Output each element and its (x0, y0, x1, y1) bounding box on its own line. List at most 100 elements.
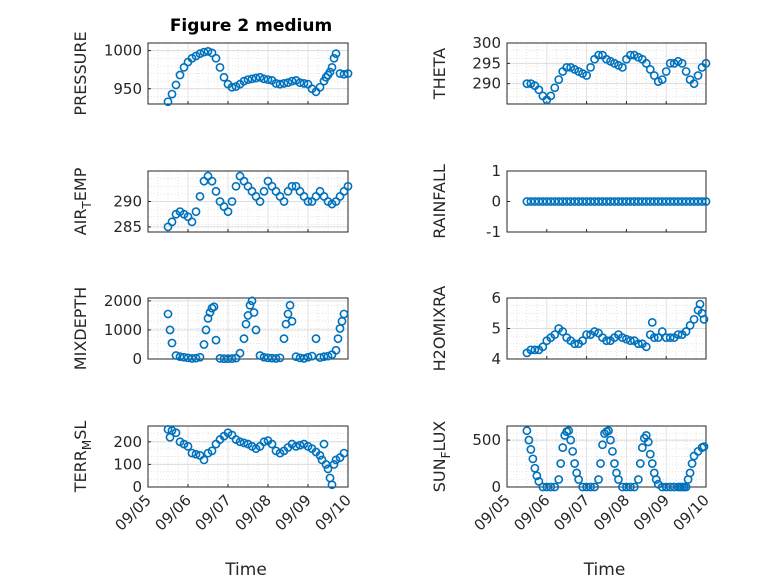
data-point (171, 351, 181, 360)
data-point (295, 440, 305, 450)
data-point (271, 354, 281, 363)
data-point (329, 460, 339, 469)
data-point (586, 63, 595, 72)
data-point (187, 217, 197, 227)
data-point (239, 438, 249, 448)
data-point (227, 354, 237, 363)
series-markers (522, 50, 711, 105)
data-point (699, 442, 709, 452)
data-point (637, 443, 647, 452)
series-markers (522, 299, 709, 358)
data-point (315, 353, 325, 362)
data-point (528, 454, 538, 464)
data-point (227, 82, 237, 92)
y-tick-label: 1000 (104, 321, 142, 339)
data-point (255, 197, 265, 206)
data-point (255, 72, 265, 82)
data-point (331, 345, 341, 355)
data-point (219, 354, 229, 364)
data-point (602, 336, 611, 346)
data-point (604, 426, 613, 436)
data-point (532, 471, 542, 481)
series-markers (522, 426, 709, 492)
data-point (647, 317, 657, 327)
data-point (191, 353, 201, 363)
x-axis-label: Time (224, 560, 267, 580)
y-tick-label: 300 (472, 34, 501, 52)
data-point (207, 446, 217, 456)
data-point (303, 197, 313, 206)
data-point (315, 450, 325, 460)
data-point (219, 72, 229, 82)
data-point (243, 75, 253, 84)
y-tick-label: 290 (113, 193, 142, 211)
data-point (279, 79, 289, 88)
data-point (163, 97, 173, 107)
data-point (295, 78, 305, 88)
series-markers (163, 424, 349, 490)
data-point (681, 67, 691, 76)
data-point (235, 348, 245, 358)
y-tick-label: 1000 (104, 42, 142, 60)
data-point (665, 58, 675, 68)
data-point (199, 455, 209, 465)
x-tick-label: 09/07 (192, 491, 235, 534)
data-point (701, 197, 711, 206)
data-point (550, 83, 560, 93)
x-tick-label: 09/08 (232, 491, 275, 534)
y-tick-label: 2000 (104, 292, 142, 310)
data-point (163, 309, 173, 319)
data-point (183, 441, 193, 451)
data-point (633, 339, 643, 349)
x-tick-label: 09/05 (471, 491, 514, 534)
x-axis-label: Time (583, 560, 626, 580)
data-point (534, 476, 544, 486)
data-point (259, 437, 269, 447)
data-point (187, 354, 197, 363)
subplot-h2omixra: 4 5 6 H2OMIXRA (430, 286, 709, 372)
data-point (622, 334, 631, 344)
data-point (247, 296, 257, 306)
x-tick-label: 09/09 (630, 491, 673, 534)
data-point (183, 353, 193, 363)
subplot-pressure: 950 1000 PRESSURE (71, 31, 353, 116)
data-point (534, 85, 544, 95)
data-point (199, 340, 209, 349)
data-point (311, 334, 321, 344)
data-point (574, 475, 584, 484)
data-point (223, 354, 233, 364)
data-point (641, 58, 651, 68)
subplot-mixdepth: 0 1000 2000 MIXDEPTH (71, 287, 349, 370)
y-tick-label: 950 (113, 80, 142, 98)
data-point (167, 338, 177, 348)
data-point (596, 459, 605, 468)
data-point (201, 325, 211, 335)
data-point (566, 435, 576, 445)
axes-box (147, 297, 349, 360)
data-point (267, 439, 277, 449)
data-point (195, 49, 205, 59)
data-point (614, 475, 623, 484)
data-point (283, 78, 293, 88)
data-point (568, 446, 578, 456)
data-point (339, 69, 349, 79)
data-point (205, 308, 215, 317)
grid (506, 297, 707, 360)
data-point (558, 327, 568, 336)
data-point (211, 335, 221, 345)
y-tick-label: 6 (491, 289, 501, 307)
subplot-airtemp: 285 290 AIRTEMP (71, 167, 353, 236)
y-axis-label: H2OMIXRA (430, 286, 449, 372)
y-tick-label: 290 (472, 75, 501, 93)
data-point (287, 76, 297, 86)
data-point (582, 71, 591, 80)
data-point (333, 334, 343, 344)
data-point (285, 300, 295, 310)
data-point (677, 58, 687, 68)
data-point (195, 352, 205, 362)
data-point (526, 445, 536, 454)
y-tick-label: -1 (486, 223, 501, 241)
data-point (657, 327, 667, 336)
data-point (171, 428, 181, 438)
